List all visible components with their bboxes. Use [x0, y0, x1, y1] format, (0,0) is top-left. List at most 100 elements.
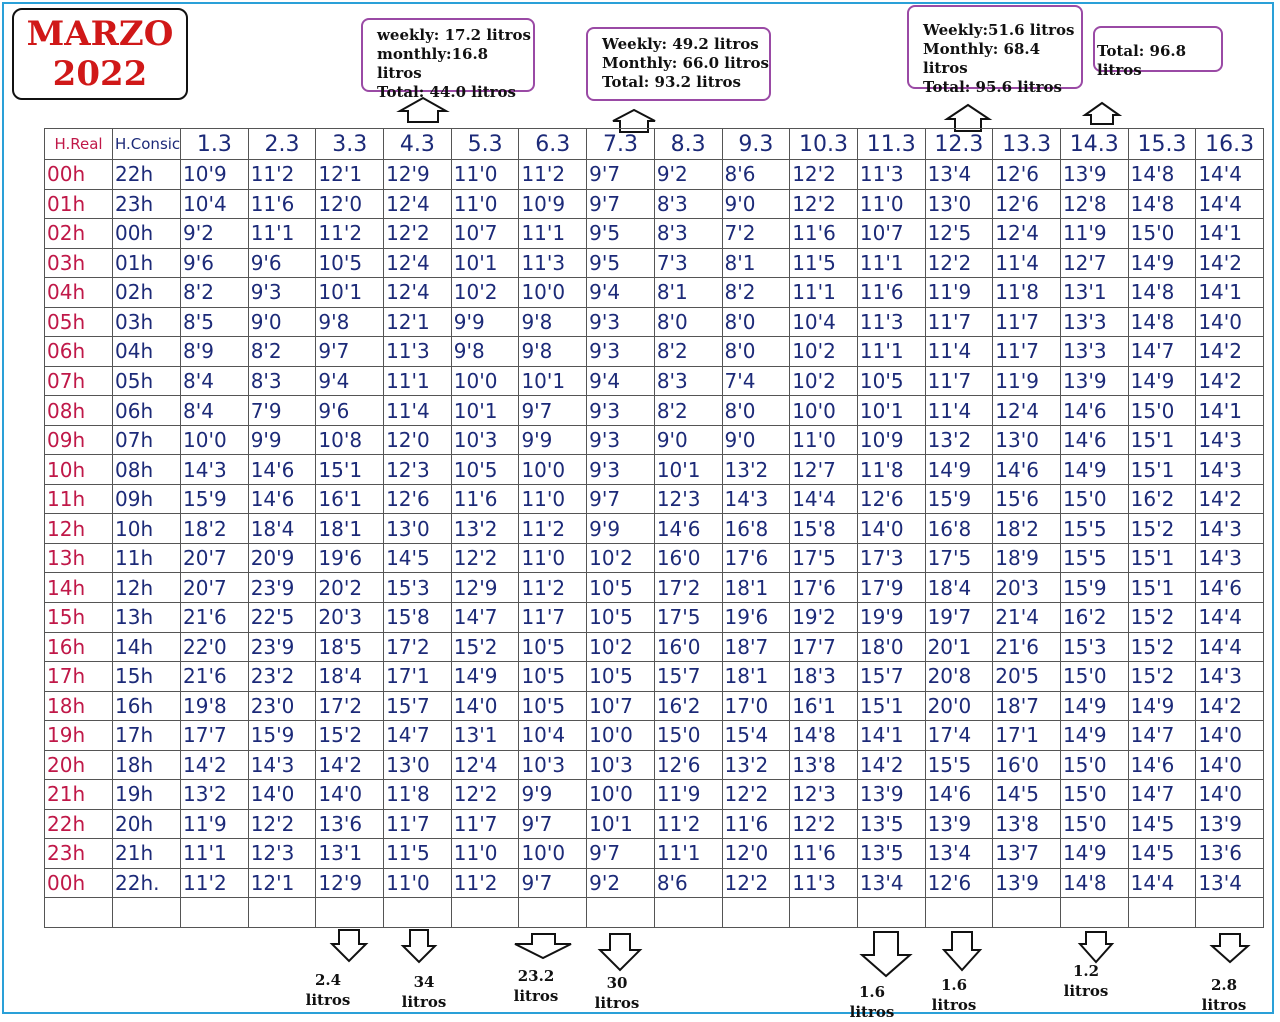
reading-cell: 15'0 — [1059, 661, 1129, 692]
reading-cell: 11'3 — [856, 306, 926, 338]
header-hora-real: H.Real — [44, 128, 113, 160]
bottom-note: 30 litros — [587, 973, 647, 1013]
hora-consigna-cell: 08h — [112, 454, 181, 485]
summary-line: Monthly: 68.4 litros — [923, 40, 1041, 77]
summary-box-3: Weekly:51.6 litros Monthly: 68.4 litros … — [907, 5, 1083, 96]
reading-cell: 8'0 — [653, 306, 723, 338]
reading-cell: 14'3 — [1195, 661, 1264, 692]
reading-cell: 13'1 — [315, 838, 385, 869]
note-unit: litros — [849, 1003, 895, 1021]
reading-cell: 12'2 — [789, 808, 858, 840]
reading-cell: 14'1 — [856, 720, 926, 751]
up-arrow-icon — [396, 96, 450, 123]
down-arrow-icon — [514, 933, 572, 960]
reading-cell: 9'7 — [518, 395, 588, 426]
reading-cell: 8'3 — [653, 365, 723, 397]
reading-cell: 15'5 — [924, 749, 994, 781]
reading-cell: 18'1 — [315, 513, 385, 544]
table-row: 13h 11h 20'7 20'9 19'6 14'5 12'2 11'0 10'2 16'0 17… — [44, 542, 1264, 574]
reading-cell: 15'1 — [1127, 424, 1197, 456]
reading-cell: 8'2 — [653, 336, 723, 367]
reading-cell: 18'4 — [247, 513, 317, 544]
reading-cell: 12'9 — [383, 159, 452, 190]
reading-cell: 10'1 — [450, 395, 520, 426]
reading-cell: 17'5 — [653, 601, 723, 633]
table-row: 08h 06h 8'4 7'9 9'6 11'4 10'1 9'7 9'3 8'2 8'0 10'0 1… — [44, 395, 1264, 426]
reading-cell: 11'2 — [450, 867, 520, 899]
reading-cell: 14'3 — [1195, 542, 1264, 574]
reading-cell: 9'7 — [518, 808, 588, 840]
reading-cell: 20'3 — [315, 601, 385, 633]
reading-cell: 11'2 — [518, 572, 588, 603]
hora-real-cell: 08h — [44, 395, 113, 426]
reading-cell: 15'1 — [1127, 572, 1197, 603]
reading-cell: 14'7 — [1127, 779, 1197, 810]
reading-cell: 14'8 — [1127, 159, 1197, 190]
reading-cell: 13'6 — [315, 808, 385, 840]
reading-cell: 17'5 — [924, 542, 994, 574]
reading-cell: 22'0 — [180, 631, 249, 663]
hora-real-cell: 19h — [44, 720, 113, 751]
reading-cell: 11'1 — [856, 336, 926, 367]
reading-cell: 15'3 — [1059, 631, 1129, 663]
reading-cell: 9'3 — [586, 395, 655, 426]
empty-cell — [44, 897, 113, 928]
reading-cell: 15'2 — [1127, 661, 1197, 692]
reading-cell: 9'3 — [586, 306, 655, 338]
reading-cell: 9'8 — [518, 306, 588, 338]
hora-real-cell: 11h — [44, 483, 113, 515]
reading-cell: 11'4 — [924, 395, 994, 426]
reading-cell: 11'0 — [518, 483, 588, 515]
reading-cell: 10'5 — [856, 365, 926, 397]
reading-cell: 10'0 — [450, 365, 520, 397]
reading-cell: 14'1 — [1195, 277, 1264, 308]
hora-consigna-cell: 21h — [112, 838, 181, 869]
note-value: 1.6 — [940, 976, 968, 994]
reading-cell: 14'9 — [450, 661, 520, 692]
reading-cell: 14'8 — [1127, 188, 1197, 220]
reading-cell: 23'0 — [247, 690, 317, 722]
reading-cell: 11'7 — [924, 306, 994, 338]
reading-cell: 23'2 — [247, 661, 317, 692]
header-date: 12.3 — [924, 128, 994, 160]
empty-cell — [1195, 897, 1264, 928]
empty-cell — [450, 897, 520, 928]
table-row: 00h 22h. 11'2 12'1 12'9 11'0 11'2 9'7 9'2 8'6 12'2… — [44, 867, 1264, 899]
reading-cell: 11'1 — [383, 365, 452, 397]
reading-cell: 17'7 — [180, 720, 249, 751]
reading-cell: 14'2 — [1195, 690, 1264, 722]
reading-cell: 14'3 — [1195, 454, 1264, 485]
reading-cell: 15'7 — [856, 661, 926, 692]
reading-cell: 11'0 — [856, 188, 926, 220]
note-unit: litros — [1063, 982, 1109, 1000]
reading-cell: 14'8 — [789, 720, 858, 751]
reading-cell: 7'3 — [653, 247, 723, 279]
hora-consigna-cell: 22h — [112, 159, 181, 190]
hora-real-cell: 18h — [44, 690, 113, 722]
table-row: 18h 16h 19'8 23'0 17'2 15'7 14'0 10'5 10'7 16'2 17… — [44, 690, 1264, 722]
reading-cell: 10'5 — [586, 661, 655, 692]
humidity-table: H.Real H.Consic 1.3 2.3 3.3 4.3 5.3 6.3 7.3 8.3 9.… — [44, 128, 1264, 928]
reading-cell: 14'6 — [1195, 572, 1264, 603]
reading-cell: 15'0 — [1127, 395, 1197, 426]
note-value: 34 — [413, 973, 435, 991]
reading-cell: 9'7 — [586, 188, 655, 220]
reading-cell: 15'1 — [315, 454, 385, 485]
hora-real-cell: 04h — [44, 277, 113, 308]
reading-cell: 14'6 — [653, 513, 723, 544]
reading-cell: 17'6 — [789, 572, 858, 603]
reading-cell: 11'2 — [653, 808, 723, 840]
reading-cell: 13'9 — [1059, 365, 1129, 397]
reading-cell: 17'9 — [856, 572, 926, 603]
reading-cell: 8'2 — [180, 277, 249, 308]
reading-cell: 14'7 — [1127, 720, 1197, 751]
reading-cell: 14'9 — [1127, 365, 1197, 397]
reading-cell: 10'9 — [180, 159, 249, 190]
empty-cell — [586, 897, 655, 928]
reading-cell: 19'6 — [315, 542, 385, 574]
reading-cell: 18'7 — [992, 690, 1061, 722]
reading-cell: 8'4 — [180, 395, 249, 426]
summary-line: Total: 95.6 litros — [923, 78, 1062, 96]
reading-cell: 12'0 — [315, 188, 385, 220]
reading-cell: 8'6 — [721, 159, 791, 190]
